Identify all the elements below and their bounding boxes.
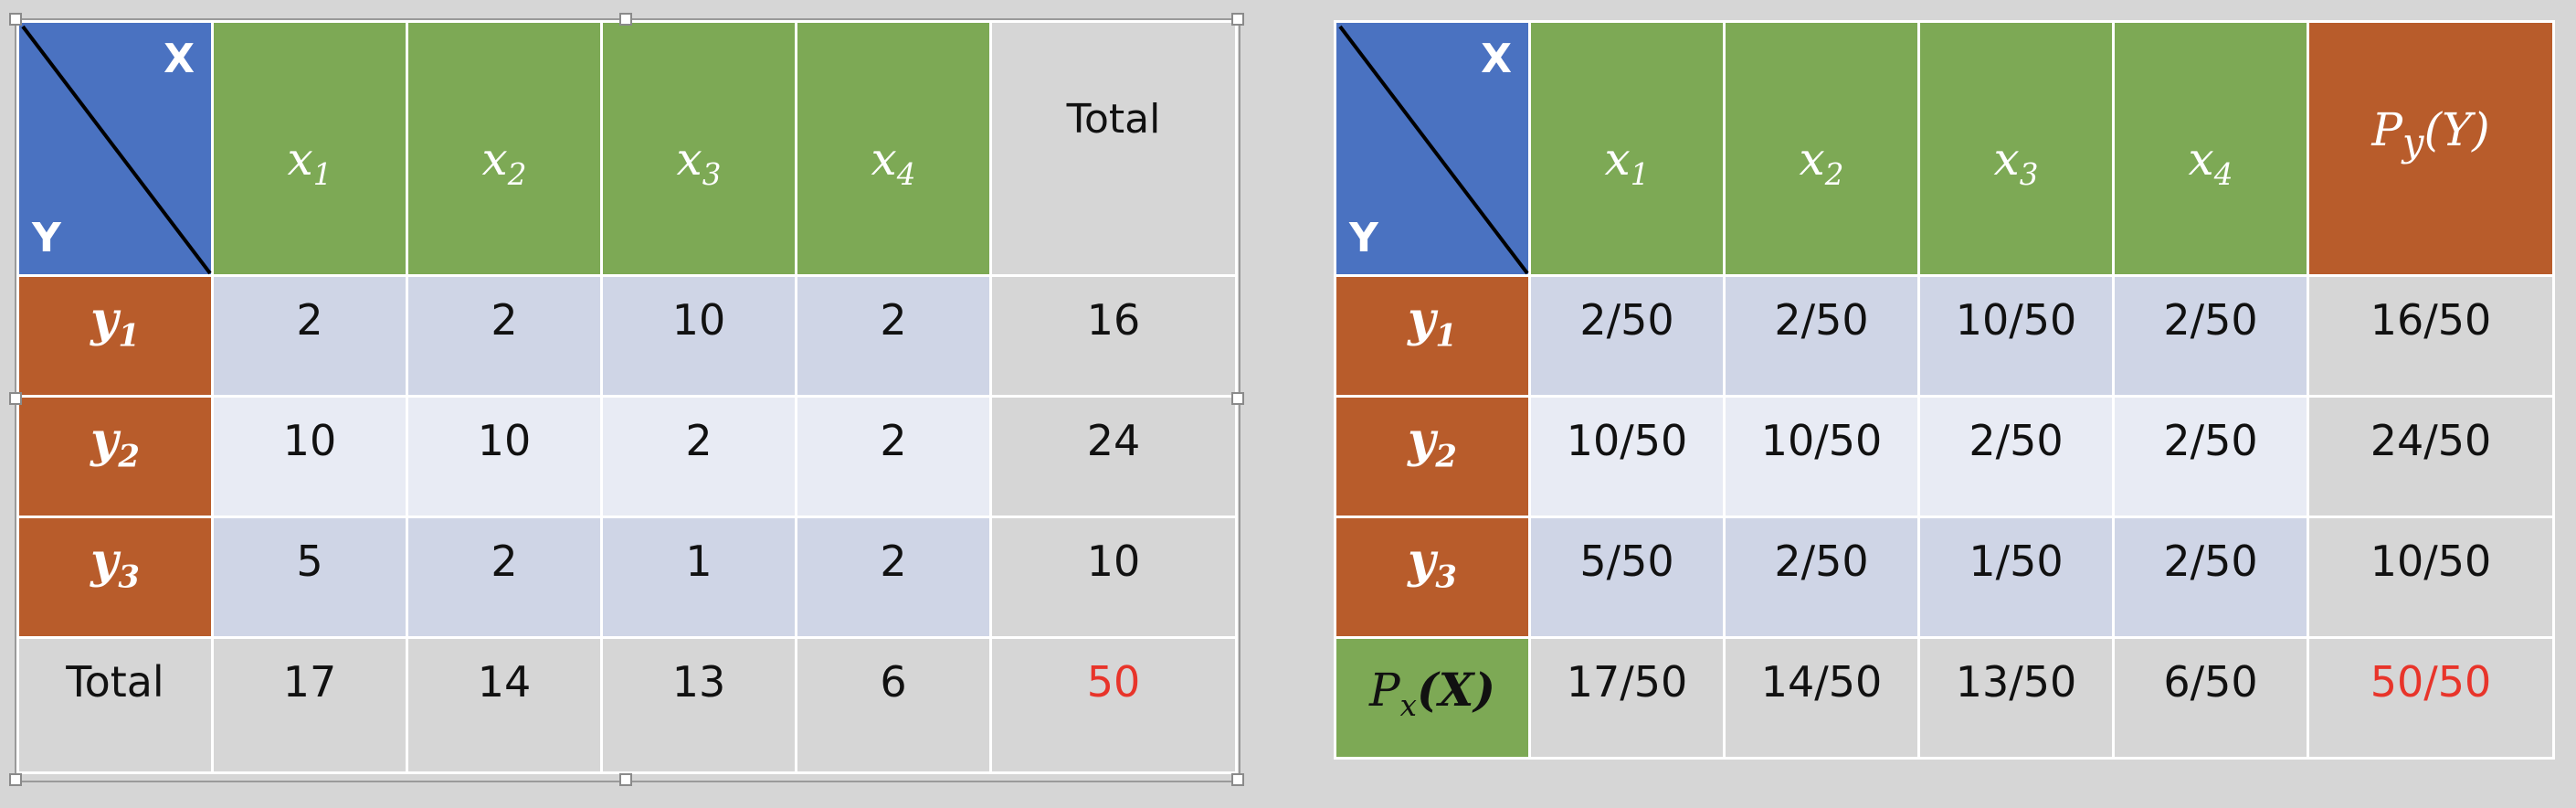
col-header-x3: x3: [600, 20, 797, 277]
cell-y3-x4: 2/50: [2112, 516, 2309, 639]
marginal-x2: 14/50: [1723, 636, 1920, 760]
total-x1: 17: [211, 636, 408, 774]
marginal-x1: 17/50: [1528, 636, 1726, 760]
cell-y3-x4: 2: [795, 516, 992, 639]
row-header-y2: y2: [16, 395, 214, 518]
cell-y3-x2: 2: [406, 516, 603, 639]
cell-y1-x4: 2/50: [2112, 274, 2309, 398]
cell-y3-x1: 5/50: [1528, 516, 1726, 639]
cell-y3-marginal: 10/50: [2307, 516, 2555, 639]
corner-header-cell: X Y: [1334, 20, 1531, 277]
total-x4: 6: [795, 636, 992, 774]
corner-y-label: Y: [1349, 215, 1378, 261]
cell-y3-x2: 2/50: [1723, 516, 1920, 639]
cell-y2-x3: 2/50: [1917, 395, 2115, 518]
col-header-x1: x1: [1528, 20, 1726, 277]
cell-y2-x4: 2/50: [2112, 395, 2309, 518]
resize-handle-top-left[interactable]: [9, 13, 22, 26]
marginal-total: 50/50: [2307, 636, 2555, 760]
col-header-total: Total: [989, 20, 1238, 277]
cell-y1-x3: 10/50: [1917, 274, 2115, 398]
col-header-x2: x2: [406, 20, 603, 277]
resize-handle-bottom-center[interactable]: [619, 773, 632, 786]
cell-y2-x3: 2: [600, 395, 797, 518]
resize-handle-top-right[interactable]: [1231, 13, 1244, 26]
diagonal-line: [21, 25, 212, 275]
cell-y2-x1: 10/50: [1528, 395, 1726, 518]
row-header-marginal-x: Px(X): [1334, 636, 1531, 760]
row-header-y3: y3: [1334, 516, 1531, 639]
col-header-x3: x3: [1917, 20, 2115, 277]
cell-y3-x1: 5: [211, 516, 408, 639]
cell-y1-x2: 2/50: [1723, 274, 1920, 398]
corner-y-label: Y: [32, 215, 61, 261]
resize-handle-bottom-left[interactable]: [9, 773, 22, 786]
cell-y1-x1: 2: [211, 274, 408, 398]
cell-y3-x3: 1: [600, 516, 797, 639]
row-header-y1: y1: [16, 274, 214, 398]
resize-handle-top-center[interactable]: [619, 13, 632, 26]
col-header-x4: x4: [2112, 20, 2309, 277]
col-header-x2: x2: [1723, 20, 1920, 277]
corner-x-label: X: [1481, 36, 1512, 82]
corner-header-cell: X Y: [16, 20, 214, 277]
probability-table[interactable]: X Y x1 x2 x3 x4 Py(Y) y1 2/50 2/50 10/50…: [1334, 20, 2555, 760]
marginal-x4: 6/50: [2112, 636, 2309, 760]
cell-y2-x4: 2: [795, 395, 992, 518]
total-x3: 13: [600, 636, 797, 774]
cell-y1-x2: 2: [406, 274, 603, 398]
cell-y1-x4: 2: [795, 274, 992, 398]
cell-y1-x3: 10: [600, 274, 797, 398]
cell-y3-total: 10: [989, 516, 1238, 639]
row-header-y3: y3: [16, 516, 214, 639]
total-x2: 14: [406, 636, 603, 774]
cell-y1-x1: 2/50: [1528, 274, 1726, 398]
col-header-x1: x1: [211, 20, 408, 277]
resize-handle-middle-left[interactable]: [9, 392, 22, 405]
row-header-y2: y2: [1334, 395, 1531, 518]
resize-handle-bottom-right[interactable]: [1231, 773, 1244, 786]
col-header-x4: x4: [795, 20, 992, 277]
total-row-label: Total: [16, 636, 214, 774]
resize-handle-middle-right[interactable]: [1231, 392, 1244, 405]
cell-y2-x2: 10/50: [1723, 395, 1920, 518]
cell-y1-total: 16: [989, 274, 1238, 398]
cell-y2-x2: 10: [406, 395, 603, 518]
corner-x-label: X: [164, 36, 195, 82]
count-table[interactable]: X Y x1 x2 x3 x4 Total y1 2 2 10 2 16 y2 …: [16, 20, 1238, 774]
cell-y2-x1: 10: [211, 395, 408, 518]
diagonal-line: [1338, 25, 1529, 275]
marginal-x3: 13/50: [1917, 636, 2115, 760]
row-header-y1: y1: [1334, 274, 1531, 398]
col-header-marginal-y: Py(Y): [2307, 20, 2555, 277]
cell-y2-total: 24: [989, 395, 1238, 518]
cell-y2-marginal: 24/50: [2307, 395, 2555, 518]
cell-y3-x3: 1/50: [1917, 516, 2115, 639]
grand-total: 50: [989, 636, 1238, 774]
cell-y1-marginal: 16/50: [2307, 274, 2555, 398]
